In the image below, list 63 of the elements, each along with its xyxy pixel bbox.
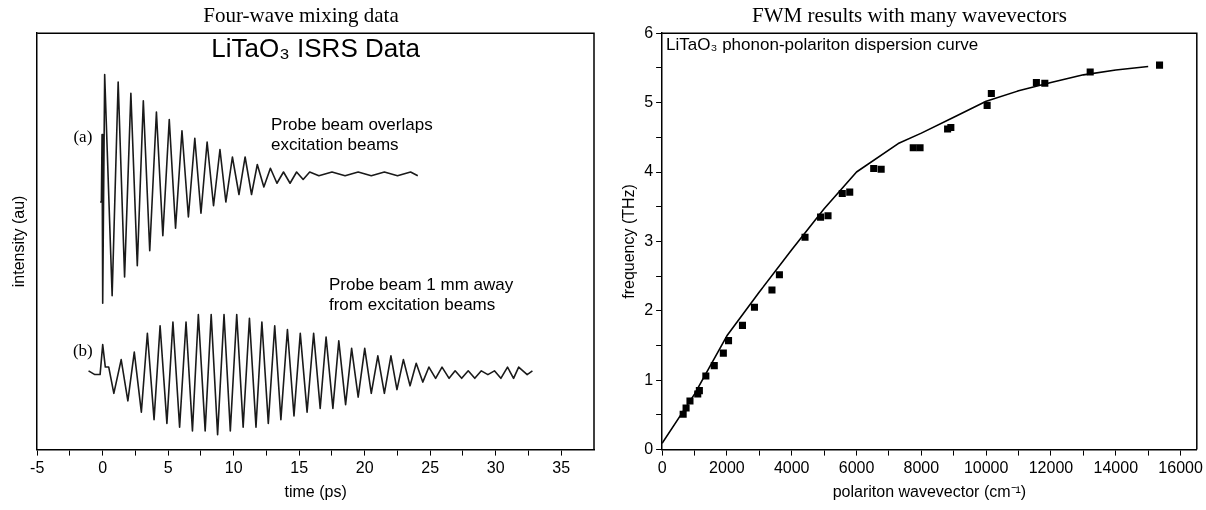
x-tick-label: 30 — [486, 458, 505, 476]
point — [1032, 78, 1040, 87]
point — [1041, 79, 1049, 87]
point — [750, 303, 758, 311]
y-tick-label: 4 — [644, 162, 654, 180]
point — [916, 144, 924, 152]
point — [817, 213, 825, 221]
point — [686, 397, 694, 405]
point — [877, 165, 885, 173]
x-tick-label: 10000 — [963, 458, 1009, 476]
chart-title: FWM results with many wavevectors — [752, 3, 1067, 28]
x-tick-label: 35 — [552, 458, 571, 476]
annotation: (b) — [72, 341, 93, 361]
point — [738, 321, 746, 329]
x-tick-label: 0 — [98, 458, 108, 476]
point — [710, 362, 718, 370]
x-tick-label: 15 — [290, 458, 309, 476]
y-tick-label: 6 — [644, 23, 654, 41]
x-tick-label: 14000 — [1093, 458, 1139, 476]
annotation: Probe beam 1 mm away from excitation beams — [328, 274, 514, 314]
y-tick-label: 5 — [644, 93, 654, 111]
annotation: (a) — [73, 126, 93, 146]
point — [846, 188, 854, 196]
y-axis-title: frequency (THz) — [620, 184, 638, 299]
x-tick-label: 12000 — [1028, 458, 1074, 476]
point — [679, 410, 687, 418]
point — [702, 372, 710, 380]
x-tick-label: -5 — [30, 458, 45, 476]
x-tick-label: 10 — [224, 458, 243, 476]
y-tick-label: 1 — [644, 370, 654, 388]
x-tick-label: 25 — [421, 458, 440, 476]
y-tick-label: 0 — [644, 440, 654, 458]
x-tick-label: 2000 — [709, 458, 745, 476]
x-tick-label: 0 — [657, 458, 667, 476]
x-tick-label: 4000 — [773, 458, 810, 476]
point — [768, 286, 776, 294]
point — [983, 101, 991, 109]
x-tick-label: 8000 — [903, 458, 940, 476]
chart-subtitle: LiTaO₃ phonon-polariton dispersion curve — [666, 35, 979, 55]
x-axis-title: time (ps) — [284, 482, 347, 500]
point — [725, 337, 733, 345]
x-tick-label: 20 — [355, 458, 374, 476]
point — [1156, 61, 1164, 69]
y-tick-label: 2 — [644, 301, 654, 319]
x-tick-label: 16000 — [1158, 458, 1203, 476]
x-axis-title: polariton wavevector (cm⁻¹) — [832, 482, 1027, 500]
point — [719, 349, 727, 357]
y-axis-title: intensity (au) — [10, 195, 28, 288]
point — [824, 212, 832, 220]
point — [682, 404, 690, 412]
x-tick-label: 5 — [163, 458, 173, 476]
point — [801, 233, 809, 241]
point — [838, 189, 846, 198]
point — [909, 144, 917, 152]
chart-title: Four-wave mixing data — [203, 3, 400, 28]
x-tick-label: 6000 — [838, 458, 875, 476]
y-tick-label: 3 — [644, 231, 654, 249]
point — [870, 164, 878, 173]
chart-subtitle: LiTaO₃ ISRS Data — [211, 33, 421, 64]
point — [987, 90, 995, 98]
point — [775, 271, 783, 279]
point — [1086, 68, 1094, 76]
annotation: Probe beam overlaps excitation beams — [271, 114, 433, 154]
